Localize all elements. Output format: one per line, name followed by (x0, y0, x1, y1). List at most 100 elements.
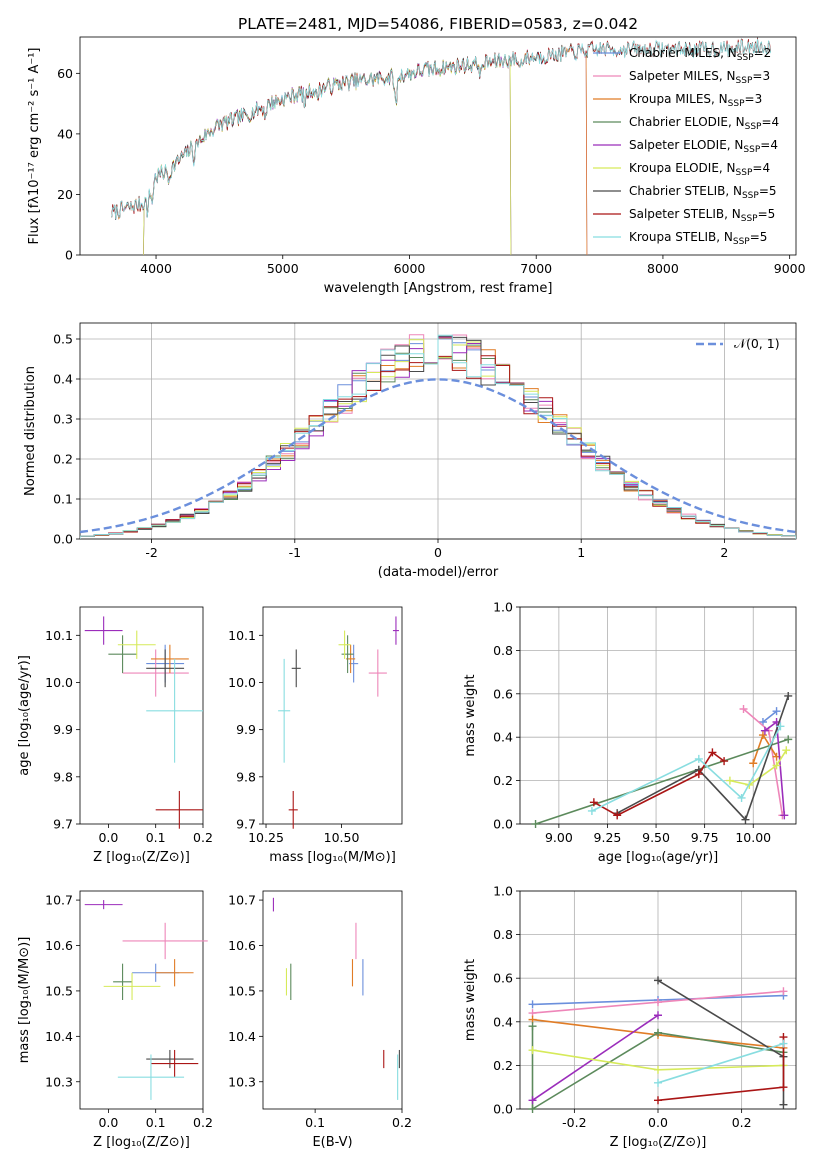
spectrum-legend: Chabrier MILES, N SSP =2 Salpeter MILES, NS… (593, 46, 779, 247)
legend-entry: Salpeter STELIB, NSSP=5 (629, 207, 775, 224)
z-massweight-panel: -0.2 0.0 0.2 0.0 0.2 0.4 0.6 0.8 1.0 Z [log₁₀(Z/Z… (463, 884, 797, 1150)
legend-entry: Salpeter ELODIE, NSSP=4 (629, 138, 778, 155)
data-point-marker (784, 691, 793, 700)
x-tick-label: 10.50 (324, 830, 360, 845)
y-tick-label: 0 (65, 248, 73, 263)
y-tick-label: 10.3 (45, 1074, 73, 1089)
data-point-marker (737, 793, 746, 802)
axes-frame (262, 606, 403, 825)
y-tick-label: 10.3 (228, 1074, 256, 1089)
y-tick-label: 10.7 (45, 893, 73, 908)
legend-suffix: =5 (759, 184, 777, 198)
y-tick-label: 20 (57, 187, 73, 202)
spectrum-line (111, 43, 588, 255)
x-tick-label: 2 (720, 545, 728, 560)
y-tick-label: 9.9 (236, 722, 256, 737)
y-tick-label: 0.3 (53, 412, 73, 427)
y-tick-label: 10.6 (228, 938, 256, 953)
y-tick-label: 1.0 (493, 884, 513, 899)
residuals-panel: -2 -1 0 1 2 0.0 0.1 0.2 0.3 0.4 0.5 (data-model)/er… (23, 322, 797, 580)
legend-suffix: =5 (750, 230, 768, 244)
legend-sub: SSP (736, 168, 753, 178)
data-point-marker (782, 746, 791, 755)
data-point-marker (613, 811, 622, 820)
legend-suffix: =4 (752, 161, 770, 175)
legend-suffix: =4 (760, 138, 778, 152)
y-axis-label: mass [log₁₀(M/M⊙)] (17, 937, 32, 1064)
data-point-marker (654, 1011, 662, 1020)
series-line (591, 726, 782, 812)
data-point-marker (780, 811, 789, 820)
x-tick-label: 9.75 (691, 830, 719, 845)
series-line (729, 749, 787, 786)
y-tick-label: 10.7 (228, 893, 256, 908)
x-tick-label: 5000 (267, 261, 299, 276)
x-axis-label: (data-model)/error (378, 565, 499, 580)
x-tick-label: 9.25 (594, 830, 622, 845)
data-point-marker (654, 1096, 662, 1105)
legend-sub: SSP (742, 191, 759, 201)
y-tick-label: 0.0 (53, 532, 73, 547)
y-tick-label: 10.0 (45, 675, 73, 690)
data-point-marker (739, 704, 748, 713)
data-point-marker (760, 726, 769, 735)
x-tick-label: -1 (289, 545, 301, 560)
legend-entry: Kroupa MILES, NSSP=3 (629, 92, 762, 109)
mass-age-panel: 10.25 10.50 9.7 9.8 9.9 10.0 10.1 mass [log₁₀(M… (228, 606, 403, 865)
x-axis-label: Z [log₁₀(Z/Z⊙)] (93, 850, 190, 865)
data-point-marker (779, 1039, 788, 1048)
x-axis-label: age [log₁₀(age/yr)] (598, 850, 719, 865)
data-point-marker (531, 820, 540, 828)
legend-entry: Salpeter MILES, NSSP=3 (629, 69, 770, 86)
data-point-marker (720, 757, 729, 766)
axes-frame (79, 322, 797, 540)
legend-sub: SSP (728, 99, 745, 109)
series-line (532, 1014, 659, 1101)
legend-suffix: =3 (752, 69, 770, 83)
legend-label: Chabrier STELIB, N (629, 184, 742, 198)
data-point-marker (708, 748, 717, 757)
legend-entry: Kroupa ELODIE, NSSP=4 (629, 161, 770, 178)
axes-frame (79, 606, 204, 825)
data-point-marker (587, 806, 596, 815)
legend-label: Kroupa ELODIE, N (629, 161, 736, 175)
series-line (535, 738, 789, 825)
legend-entry: Chabrier ELODIE, NSSP=4 (629, 115, 779, 132)
x-tick-label: 6000 (394, 261, 426, 276)
y-axis-label: mass weight (463, 674, 478, 756)
data-point-marker (779, 1083, 788, 1092)
legend-suffix: =2 (754, 46, 772, 60)
y-tick-label: 10.4 (45, 1029, 73, 1044)
age-massweight-panel: 9.00 9.25 9.50 9.75 10.00 0.0 0.2 0.4 0.6 0.8 1.0 a… (463, 600, 797, 865)
data-point-marker (528, 1046, 537, 1055)
y-tick-label: 0.4 (493, 1014, 513, 1029)
legend-suffix: =4 (761, 115, 779, 129)
spectrum-panel: 4000 5000 6000 7000 8000 9000 0 20 40 60 wavelengt… (27, 36, 806, 296)
y-tick-label: 10.5 (45, 983, 73, 998)
x-tick-label: 9000 (774, 261, 806, 276)
y-tick-label: 9.8 (53, 769, 73, 784)
x-tick-label: 9.00 (545, 830, 573, 845)
data-point-marker (654, 998, 662, 1007)
legend-suffix: =3 (745, 92, 763, 106)
y-tick-label: 10.1 (45, 628, 73, 643)
y-tick-label: 10.1 (228, 628, 256, 643)
y-tick-label: 10.5 (228, 983, 256, 998)
y-tick-label: 0.0 (493, 1102, 513, 1117)
z-mass-panel: 0.0 0.1 0.2 10.3 10.4 10.5 10.6 10.7 Z [log₁₀(Z/… (17, 890, 213, 1150)
data-point-marker (725, 776, 734, 785)
legend-suffix: =5 (758, 207, 776, 221)
y-tick-label: 0.4 (493, 730, 513, 745)
x-tick-label: 0.2 (392, 1115, 412, 1130)
x-tick-label: 9.50 (642, 830, 670, 845)
y-tick-label: 0.2 (493, 1058, 513, 1073)
y-axis-label: age [log₁₀(age/yr)] (17, 655, 32, 776)
data-point-marker (654, 976, 662, 985)
x-tick-label: 0.2 (193, 1115, 213, 1130)
x-tick-label: 0.0 (98, 1115, 118, 1130)
legend-label: Chabrier MILES, N (629, 46, 737, 60)
legend-label: Salpeter STELIB, N (629, 207, 741, 221)
y-tick-label: 60 (57, 66, 73, 81)
spectrum-line (111, 42, 588, 255)
